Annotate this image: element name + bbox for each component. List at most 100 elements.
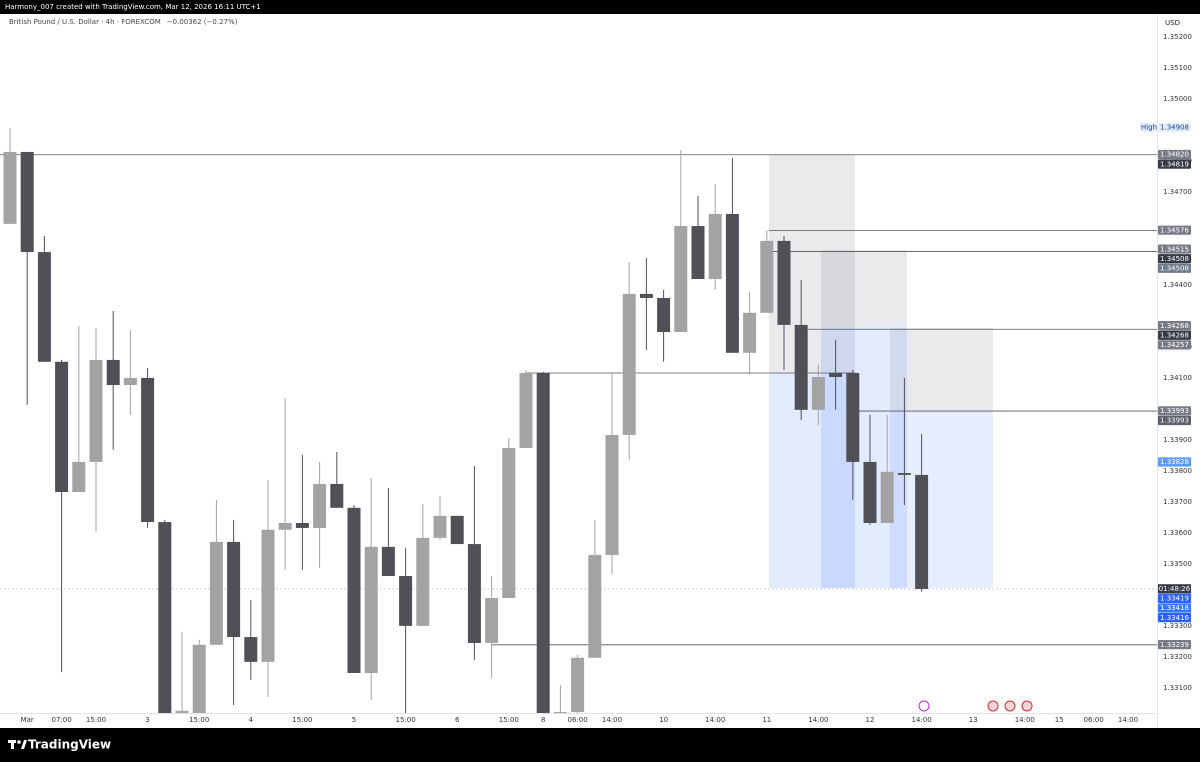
- price-label-box: [1158, 263, 1191, 273]
- x-tick-label: 06:00: [568, 716, 588, 724]
- price-label-box: [1158, 159, 1191, 169]
- countdown-box: [1158, 584, 1191, 594]
- candle-body: [794, 324, 808, 410]
- price-label: 1.33239: [1160, 641, 1189, 649]
- event-icon[interactable]: [1004, 700, 1016, 712]
- candle-body: [3, 151, 17, 224]
- candle-body: [811, 376, 825, 410]
- chart-title: British Pound / U.S. Dollar · 4h · FOREX…: [9, 18, 161, 26]
- candle-body: [158, 522, 172, 713]
- x-tick-label: 8: [541, 716, 545, 724]
- price-label-box: [1158, 340, 1191, 350]
- price-label: 1.33419: [1160, 595, 1189, 603]
- price-label-box: [1158, 321, 1191, 331]
- chart-subtitle: −0.00362 (−0.27%): [167, 18, 238, 26]
- candle-body: [227, 541, 241, 638]
- candle-body: [89, 359, 103, 462]
- candle-body: [691, 226, 705, 280]
- price-label-box: [1158, 603, 1191, 613]
- candle-body: [519, 372, 533, 448]
- x-tick-label: 15:00: [189, 716, 209, 724]
- stop-zone: [821, 250, 907, 326]
- high-marker-box: [1140, 122, 1158, 132]
- candle-body: [295, 522, 309, 528]
- candle-body: [639, 293, 653, 298]
- x-tick-label: 10: [659, 716, 668, 724]
- y-tick-label: 1.35000: [1163, 95, 1192, 103]
- event-icon[interactable]: [918, 700, 930, 712]
- x-tick-label: 14:00: [1015, 716, 1035, 724]
- candle-body: [450, 515, 464, 545]
- candle-body: [588, 554, 602, 658]
- candle-body: [674, 226, 688, 333]
- x-tick-label: 14:00: [808, 716, 828, 724]
- x-tick-label: 5: [352, 716, 356, 724]
- candle-body: [261, 529, 275, 662]
- candle-body: [553, 712, 567, 714]
- price-label-box: [1158, 330, 1191, 340]
- stop-zone: [890, 328, 993, 410]
- candle-body: [467, 544, 481, 643]
- y-tick-label: 1.33600: [1163, 529, 1192, 537]
- x-tick-label: 06:00: [1084, 716, 1104, 724]
- logo-part: [17, 740, 21, 744]
- credit: Harmony_007 created with TradingView.com…: [5, 3, 261, 11]
- countdown: 01:48:26: [1159, 585, 1191, 593]
- position-tools: [526, 155, 993, 588]
- price-label-box: [1158, 415, 1191, 426]
- y-tick-label: 1.34700: [1163, 188, 1192, 196]
- candle-body: [244, 637, 258, 662]
- y-tick-label: 1.33800: [1163, 467, 1192, 475]
- price-label: 1.34268: [1160, 322, 1189, 330]
- plot: 1.352001.351001.350001.348001.347001.344…: [0, 33, 1192, 724]
- candle-body: [416, 537, 430, 626]
- price-label: 1.34508: [1160, 264, 1189, 272]
- x-tick-label: 15:00: [499, 716, 519, 724]
- price-label: 1.33993: [1160, 417, 1189, 425]
- x-tick-label: 07:00: [52, 716, 72, 724]
- target-zone: [890, 410, 993, 588]
- event-icon[interactable]: [987, 700, 999, 712]
- x-tick-label: 15:00: [396, 716, 416, 724]
- candle-body: [433, 515, 447, 538]
- high-marker-value-box: [1158, 122, 1191, 132]
- event-icon[interactable]: [1021, 700, 1033, 712]
- x-tick-label: Mar: [21, 716, 34, 724]
- candle-body: [381, 546, 395, 576]
- candle-body: [123, 377, 137, 386]
- candle-body: [399, 575, 413, 626]
- candle-body: [605, 434, 619, 555]
- x-tick-label: 14:00: [602, 716, 622, 724]
- candle-body: [536, 372, 550, 713]
- x-tick-label: 15: [1055, 716, 1064, 724]
- candle-body: [502, 447, 516, 598]
- price-label-box: [1158, 640, 1191, 650]
- y-tick-label: 1.33700: [1163, 498, 1192, 506]
- x-tick-label: 15:00: [292, 716, 312, 724]
- price-label: 1.34508: [1160, 255, 1189, 263]
- candle-body: [846, 372, 860, 462]
- x-tick-label: 15:00: [86, 716, 106, 724]
- candle-body: [622, 293, 636, 435]
- x-tick-label: 14:00: [912, 716, 932, 724]
- high-marker-value: 1.34908: [1160, 123, 1189, 131]
- price-label: 1.34819: [1160, 160, 1189, 168]
- logo-part: [21, 740, 27, 749]
- candle-body: [278, 522, 292, 530]
- logo-part: [11, 740, 14, 749]
- price-label: 1.34257: [1160, 341, 1189, 349]
- price-label-box: [1158, 613, 1191, 623]
- candle-body: [364, 546, 378, 674]
- x-tick-label: 6: [455, 716, 460, 724]
- y-tick-label: 1.33200: [1163, 653, 1192, 661]
- price-label-box: [1158, 593, 1191, 604]
- y-tick-label: 1.35200: [1163, 33, 1192, 41]
- candle-body: [330, 483, 344, 508]
- y-tick-label: 1.33100: [1163, 684, 1192, 692]
- price-label: 1.34820: [1160, 151, 1189, 159]
- candle-body: [829, 372, 843, 377]
- price-label-box: [1158, 457, 1191, 467]
- x-tick-label: 4: [249, 716, 254, 724]
